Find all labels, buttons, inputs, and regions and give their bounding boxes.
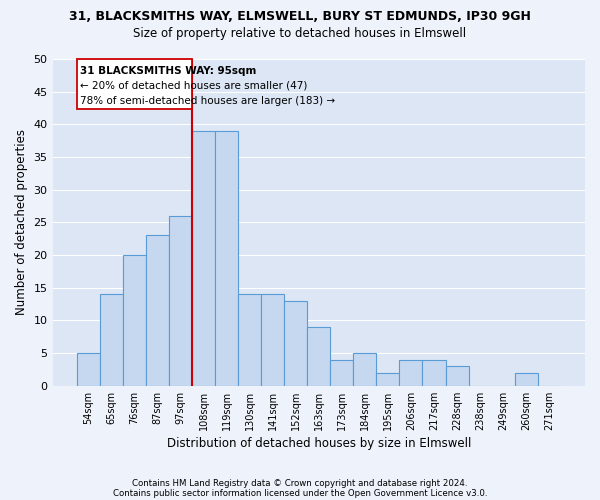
Text: Size of property relative to detached houses in Elmswell: Size of property relative to detached ho…	[133, 28, 467, 40]
Bar	[422, 360, 446, 386]
Bar	[238, 294, 261, 386]
Text: Contains public sector information licensed under the Open Government Licence v3: Contains public sector information licen…	[113, 488, 487, 498]
Bar	[330, 360, 353, 386]
FancyBboxPatch shape	[77, 59, 192, 110]
Bar	[261, 294, 284, 386]
Bar	[515, 372, 538, 386]
Text: 78% of semi-detached houses are larger (183) →: 78% of semi-detached houses are larger (…	[80, 96, 335, 106]
Bar	[77, 353, 100, 386]
X-axis label: Distribution of detached houses by size in Elmswell: Distribution of detached houses by size …	[167, 437, 471, 450]
Bar	[215, 131, 238, 386]
Text: 31 BLACKSMITHS WAY: 95sqm: 31 BLACKSMITHS WAY: 95sqm	[80, 66, 257, 76]
Bar	[307, 327, 330, 386]
Bar	[376, 372, 400, 386]
Bar	[284, 301, 307, 386]
Text: Contains HM Land Registry data © Crown copyright and database right 2024.: Contains HM Land Registry data © Crown c…	[132, 478, 468, 488]
Text: ← 20% of detached houses are smaller (47): ← 20% of detached houses are smaller (47…	[80, 80, 308, 90]
Bar	[123, 255, 146, 386]
Bar	[400, 360, 422, 386]
Bar	[169, 216, 192, 386]
Bar	[100, 294, 123, 386]
Text: 31, BLACKSMITHS WAY, ELMSWELL, BURY ST EDMUNDS, IP30 9GH: 31, BLACKSMITHS WAY, ELMSWELL, BURY ST E…	[69, 10, 531, 23]
Y-axis label: Number of detached properties: Number of detached properties	[15, 130, 28, 316]
Bar	[146, 236, 169, 386]
Bar	[446, 366, 469, 386]
Bar	[353, 353, 376, 386]
Bar	[192, 131, 215, 386]
